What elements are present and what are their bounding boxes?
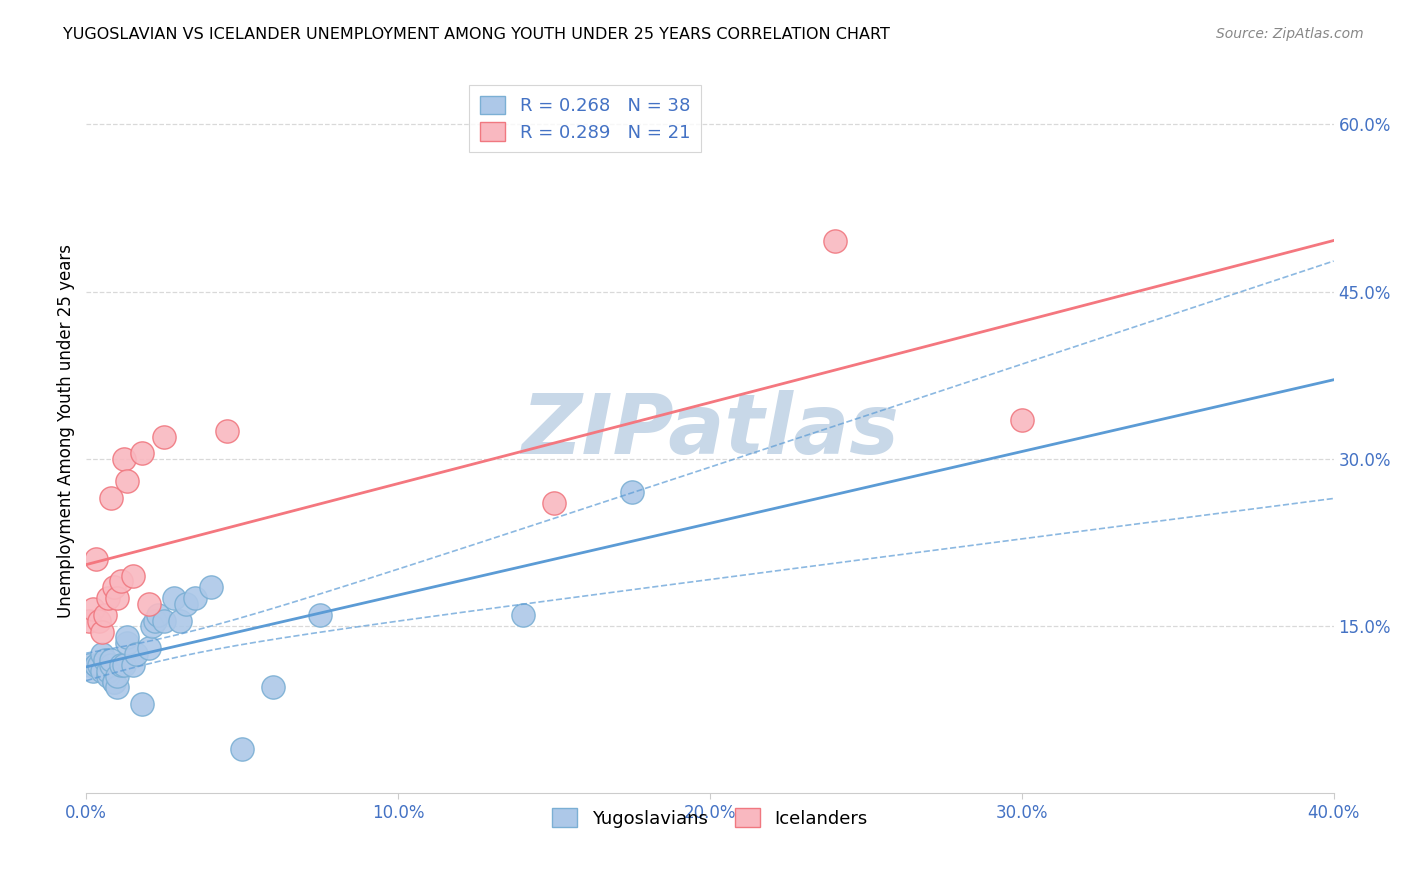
Point bbox=[103, 580, 125, 594]
Point bbox=[94, 607, 117, 622]
Point bbox=[200, 580, 222, 594]
Point bbox=[162, 591, 184, 606]
Point bbox=[103, 674, 125, 689]
Text: Source: ZipAtlas.com: Source: ZipAtlas.com bbox=[1216, 27, 1364, 41]
Point bbox=[131, 697, 153, 711]
Text: YUGOSLAVIAN VS ICELANDER UNEMPLOYMENT AMONG YOUTH UNDER 25 YEARS CORRELATION CHA: YUGOSLAVIAN VS ICELANDER UNEMPLOYMENT AM… bbox=[63, 27, 890, 42]
Point bbox=[84, 552, 107, 566]
Point bbox=[112, 451, 135, 466]
Point bbox=[90, 647, 112, 661]
Point bbox=[122, 569, 145, 583]
Point bbox=[153, 614, 176, 628]
Point bbox=[107, 669, 129, 683]
Point bbox=[153, 429, 176, 443]
Point bbox=[174, 597, 197, 611]
Legend: Yugoslavians, Icelanders: Yugoslavians, Icelanders bbox=[546, 801, 875, 835]
Point bbox=[107, 681, 129, 695]
Text: ZIPatlas: ZIPatlas bbox=[522, 391, 898, 472]
Point bbox=[103, 674, 125, 689]
Point bbox=[110, 574, 132, 589]
Point bbox=[97, 669, 120, 683]
Point bbox=[138, 597, 160, 611]
Point bbox=[131, 446, 153, 460]
Point bbox=[141, 619, 163, 633]
Point bbox=[543, 496, 565, 510]
Point bbox=[122, 658, 145, 673]
Point bbox=[143, 614, 166, 628]
Point bbox=[621, 485, 644, 500]
Point bbox=[138, 641, 160, 656]
Point bbox=[824, 235, 846, 249]
Point bbox=[169, 614, 191, 628]
Point bbox=[110, 658, 132, 673]
Point bbox=[231, 741, 253, 756]
Point bbox=[112, 658, 135, 673]
Point bbox=[79, 614, 101, 628]
Point bbox=[87, 614, 110, 628]
Y-axis label: Unemployment Among Youth under 25 years: Unemployment Among Youth under 25 years bbox=[58, 244, 75, 618]
Point bbox=[90, 664, 112, 678]
Point bbox=[94, 652, 117, 666]
Point bbox=[309, 607, 332, 622]
Point bbox=[100, 658, 122, 673]
Point bbox=[512, 607, 534, 622]
Point bbox=[84, 658, 107, 673]
Point bbox=[84, 658, 107, 673]
Point bbox=[215, 424, 238, 438]
Point bbox=[115, 636, 138, 650]
Point bbox=[97, 664, 120, 678]
Point bbox=[97, 591, 120, 606]
Point bbox=[262, 681, 284, 695]
Point bbox=[82, 602, 104, 616]
Point bbox=[125, 647, 148, 661]
Point bbox=[115, 474, 138, 488]
Point bbox=[115, 630, 138, 644]
Point bbox=[100, 491, 122, 505]
Point bbox=[82, 664, 104, 678]
Point bbox=[1011, 413, 1033, 427]
Point bbox=[87, 658, 110, 673]
Point bbox=[79, 658, 101, 673]
Point bbox=[90, 624, 112, 639]
Point bbox=[146, 607, 169, 622]
Point bbox=[100, 652, 122, 666]
Point bbox=[184, 591, 207, 606]
Point bbox=[107, 591, 129, 606]
